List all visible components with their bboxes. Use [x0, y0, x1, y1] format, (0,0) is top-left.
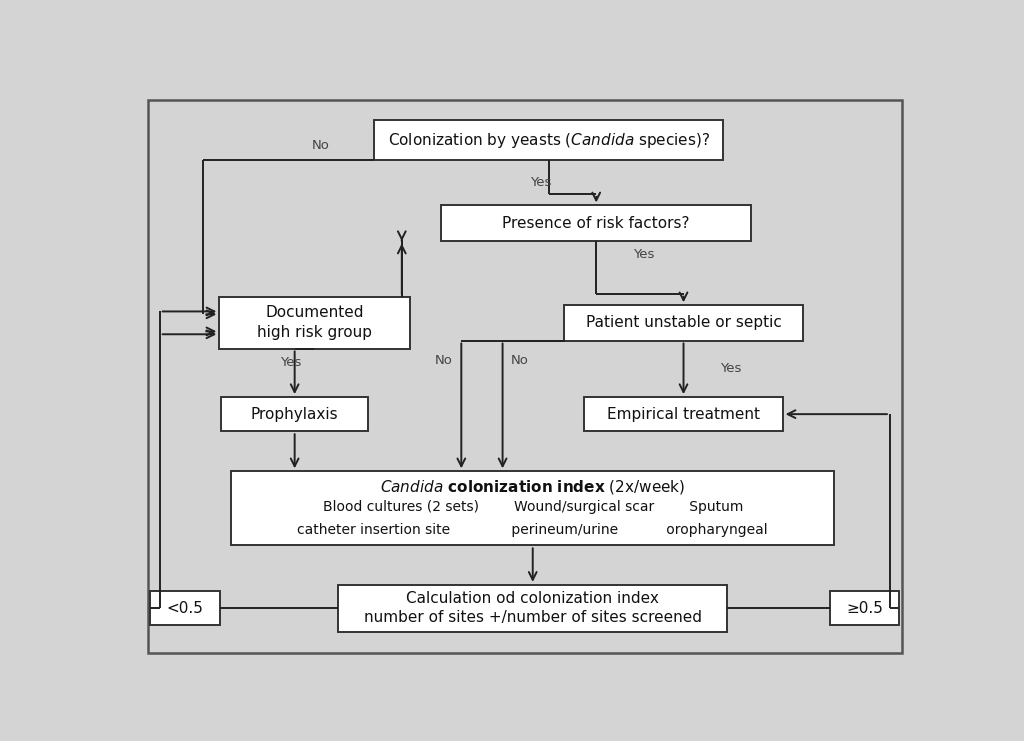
Text: Calculation od colonization index: Calculation od colonization index	[407, 591, 659, 606]
Text: Presence of risk factors?: Presence of risk factors?	[503, 216, 690, 230]
Text: No: No	[435, 354, 453, 367]
FancyBboxPatch shape	[151, 591, 220, 625]
FancyBboxPatch shape	[829, 591, 899, 625]
Text: Empirical treatment: Empirical treatment	[607, 407, 760, 422]
Text: No: No	[311, 139, 330, 153]
Text: Yes: Yes	[280, 356, 301, 369]
Text: <0.5: <0.5	[167, 601, 204, 616]
Text: Yes: Yes	[721, 362, 741, 375]
Text: Documented
high risk group: Documented high risk group	[257, 305, 372, 340]
Text: No: No	[511, 354, 529, 367]
Text: Yes: Yes	[633, 248, 654, 262]
Text: ≥0.5: ≥0.5	[846, 601, 883, 616]
Text: Colonization by yeasts ($\it{Candida}$ species)?: Colonization by yeasts ($\it{Candida}$ s…	[387, 130, 710, 150]
FancyBboxPatch shape	[338, 585, 727, 631]
Text: Prophylaxis: Prophylaxis	[251, 407, 339, 422]
FancyBboxPatch shape	[221, 397, 368, 431]
Text: $\bf{\it{Candida}}$$\bf{\ colonization\ index}$ (2x/week): $\bf{\it{Candida}}$$\bf{\ colonization\ …	[380, 478, 685, 496]
FancyBboxPatch shape	[441, 205, 751, 241]
FancyBboxPatch shape	[219, 297, 410, 348]
Text: Yes: Yes	[530, 176, 551, 189]
FancyBboxPatch shape	[564, 305, 803, 341]
FancyBboxPatch shape	[231, 471, 835, 545]
FancyBboxPatch shape	[374, 120, 723, 160]
Text: catheter insertion site              perineum/urine           oropharyngeal: catheter insertion site perineum/urine o…	[297, 523, 768, 537]
FancyBboxPatch shape	[585, 397, 782, 431]
Text: Patient unstable or septic: Patient unstable or septic	[586, 316, 781, 330]
Text: number of sites +/number of sites screened: number of sites +/number of sites screen…	[364, 611, 701, 625]
Text: Blood cultures (2 sets)        Wound/surgical scar        Sputum: Blood cultures (2 sets) Wound/surgical s…	[323, 499, 743, 514]
